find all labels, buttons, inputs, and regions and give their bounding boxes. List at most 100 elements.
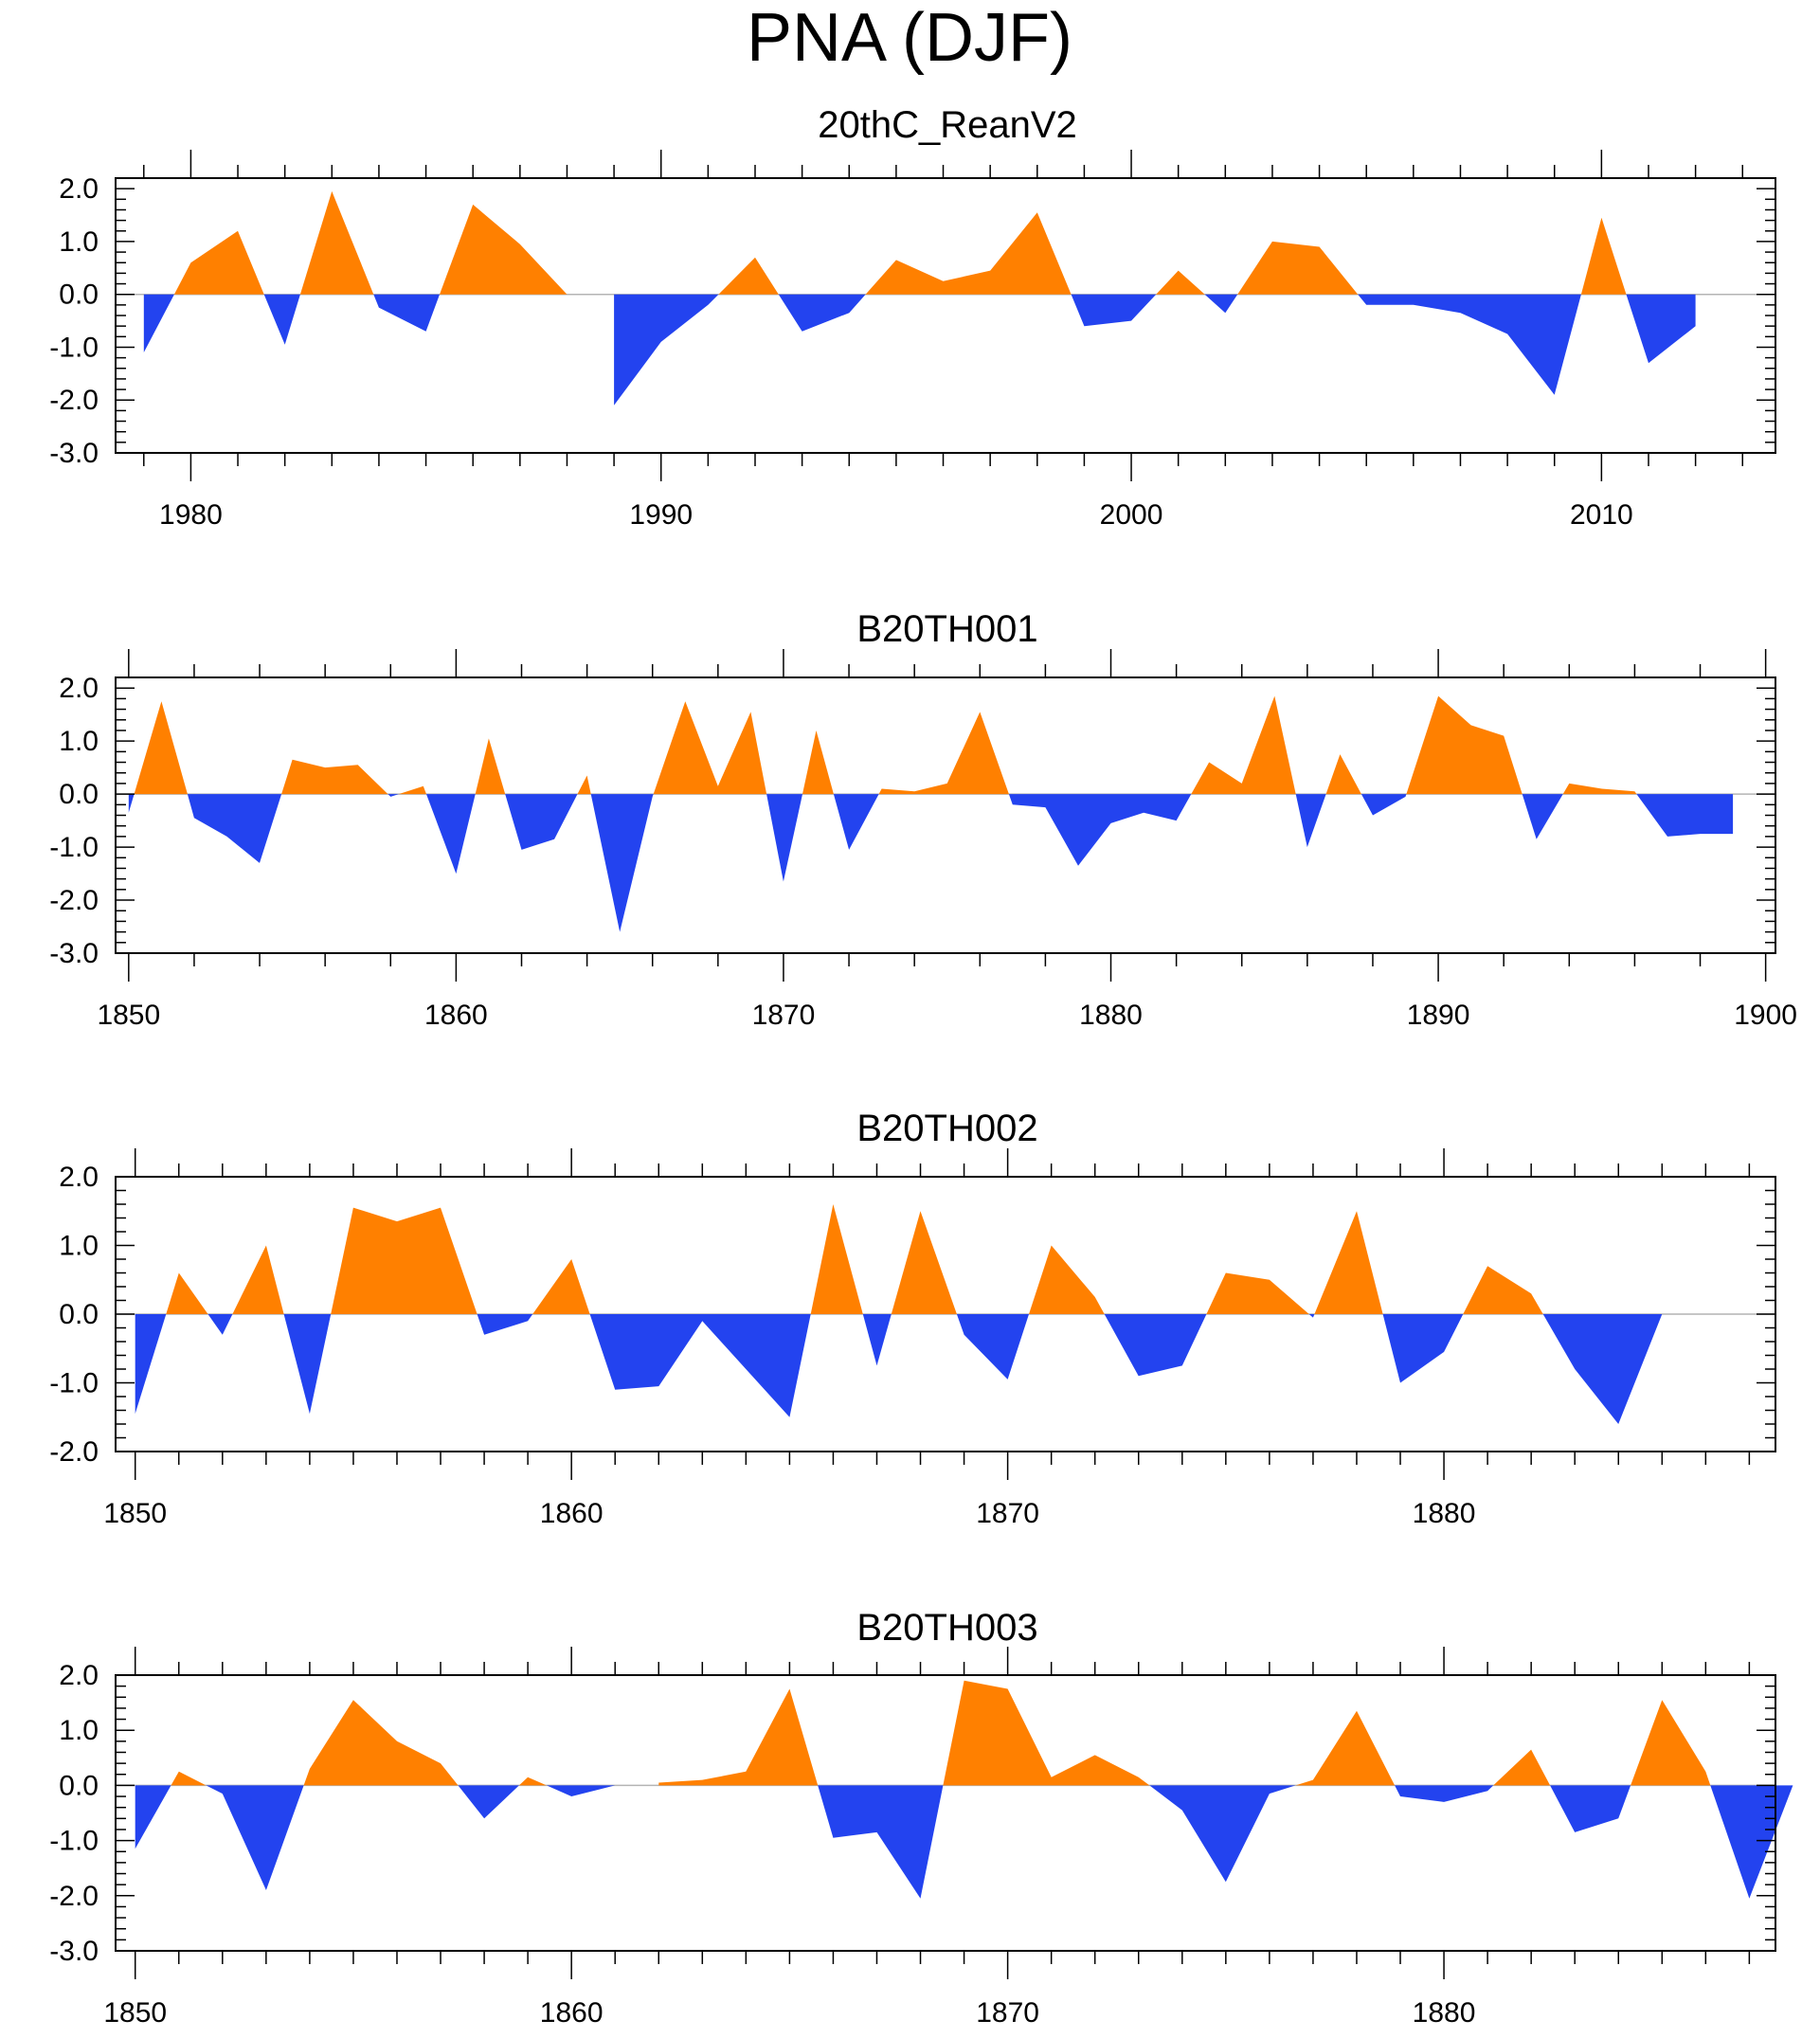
panel-title: B20TH001: [856, 608, 1037, 650]
positive-anomaly-area: [802, 730, 834, 795]
negative-anomaly-area: [426, 794, 476, 875]
negative-anomaly-area: [1395, 1785, 1494, 1802]
positive-anomaly-area: [1562, 783, 1637, 795]
negative-anomaly-area: [614, 294, 719, 406]
positive-anomaly-area: [810, 1204, 863, 1314]
panel-plot-area: 2.0 1.0 0.0 -1.0 -2.0 -3.0 1980 1990 2000 2010: [49, 150, 1776, 531]
positive-anomaly-area: [1191, 695, 1296, 795]
negative-anomaly-area: [1636, 794, 1734, 837]
x-tick-label: 1890: [1407, 1000, 1470, 1031]
negative-anomaly-area: [1382, 1314, 1464, 1383]
negative-anomaly-area: [1204, 294, 1238, 314]
y-tick-label: -1.0: [49, 332, 99, 363]
y-tick-label: 0.0: [59, 1299, 99, 1330]
y-tick-label: -2.0: [49, 385, 99, 416]
negative-anomaly-area: [207, 1314, 233, 1335]
positive-anomaly-area: [1314, 1211, 1383, 1314]
negative-anomaly-area: [1071, 294, 1157, 327]
negative-anomaly-area: [1104, 1314, 1207, 1377]
negative-anomaly-area: [458, 1785, 519, 1819]
x-tick-label: 1990: [629, 499, 693, 531]
negative-anomaly-area: [778, 294, 866, 332]
positive-anomaly-area: [1580, 217, 1627, 295]
y-tick-label: 1.0: [59, 726, 99, 757]
y-tick-label: 0.0: [59, 779, 99, 810]
negative-anomaly-area: [187, 794, 282, 863]
negative-anomaly-area: [387, 794, 399, 797]
negative-anomaly-area: [1626, 294, 1696, 364]
negative-anomaly-area: [1522, 794, 1563, 839]
positive-anomaly-area: [865, 212, 1072, 295]
positive-anomaly-area: [281, 759, 388, 795]
y-tick-label: 0.0: [59, 1770, 99, 1801]
positive-anomaly-area: [166, 1272, 208, 1314]
negative-anomaly-area: [143, 294, 174, 352]
negative-anomaly-area: [590, 794, 654, 932]
x-tick-label: 1900: [1734, 1000, 1797, 1031]
positive-anomaly-area: [232, 1245, 284, 1314]
panel-title: B20TH003: [856, 1607, 1037, 1649]
positive-anomaly-area: [1029, 1245, 1105, 1314]
positive-anomaly-area: [299, 190, 374, 295]
negative-anomaly-area: [818, 1785, 944, 1899]
y-tick-label: 1.0: [59, 1231, 99, 1262]
negative-anomaly-area: [956, 1314, 1029, 1380]
panel-title: 20thC_ReanV2: [818, 104, 1077, 146]
negative-anomaly-area: [589, 1314, 811, 1417]
positive-anomaly-area: [1156, 270, 1205, 295]
positive-anomaly-area: [303, 1700, 459, 1786]
y-tick-label: 1.0: [59, 1715, 99, 1746]
negative-anomaly-area: [1308, 1314, 1315, 1318]
panel-title: B20TH002: [856, 1108, 1037, 1149]
x-tick-label: 1870: [976, 1997, 1039, 2029]
positive-anomaly-area: [1631, 1700, 1711, 1786]
y-tick-label: -1.0: [49, 1368, 99, 1399]
y-tick-label: 0.0: [59, 280, 99, 311]
positive-anomaly-area: [475, 738, 506, 795]
positive-anomaly-area: [532, 1259, 590, 1314]
negative-anomaly-area: [283, 1314, 332, 1415]
y-tick-label: 2.0: [59, 1162, 99, 1193]
negative-anomaly-area: [128, 794, 135, 813]
negative-anomaly-area: [477, 1314, 533, 1335]
negative-anomaly-area: [373, 294, 440, 332]
negative-anomaly-area: [1149, 1785, 1296, 1883]
x-tick-label: 1870: [976, 1498, 1039, 1529]
x-tick-label: 2010: [1570, 499, 1633, 531]
x-tick-label: 1860: [540, 1498, 604, 1529]
y-tick-label: -2.0: [49, 1436, 99, 1468]
positive-anomaly-area: [658, 1688, 819, 1786]
negative-anomaly-area: [1358, 294, 1581, 395]
x-tick-label: 1880: [1079, 1000, 1143, 1031]
y-tick-label: -2.0: [49, 1881, 99, 1912]
y-tick-label: -3.0: [49, 938, 99, 969]
y-tick-label: -3.0: [49, 1936, 99, 1967]
positive-anomaly-area: [173, 230, 264, 295]
x-tick-label: 1980: [159, 499, 223, 531]
x-tick-label: 1870: [752, 1000, 816, 1031]
x-tick-label: 1880: [1413, 1498, 1476, 1529]
positive-anomaly-area: [1206, 1272, 1309, 1314]
y-tick-label: -3.0: [49, 438, 99, 469]
negative-anomaly-area: [1710, 1785, 1793, 1899]
positive-anomaly-area: [891, 1211, 957, 1314]
positive-anomaly-area: [171, 1771, 207, 1786]
positive-anomaly-area: [943, 1680, 1150, 1786]
panel-b20th001: B20TH001 2.0 1.0 0.0 -1.0 -2.0 -3.0 1850 1860 18…: [49, 608, 1797, 1031]
positive-anomaly-area: [440, 204, 568, 295]
negative-anomaly-area: [766, 794, 802, 882]
positive-anomaly-area: [518, 1776, 547, 1786]
negative-anomaly-area: [263, 294, 300, 345]
positive-anomaly-area: [718, 257, 779, 295]
negative-anomaly-area: [206, 1785, 304, 1890]
y-tick-label: 2.0: [59, 1660, 99, 1691]
positive-anomaly-area: [331, 1207, 478, 1314]
x-tick-label: 1850: [103, 1498, 167, 1529]
x-tick-label: 1860: [540, 1997, 604, 2029]
negative-anomaly-area: [1542, 1314, 1663, 1424]
